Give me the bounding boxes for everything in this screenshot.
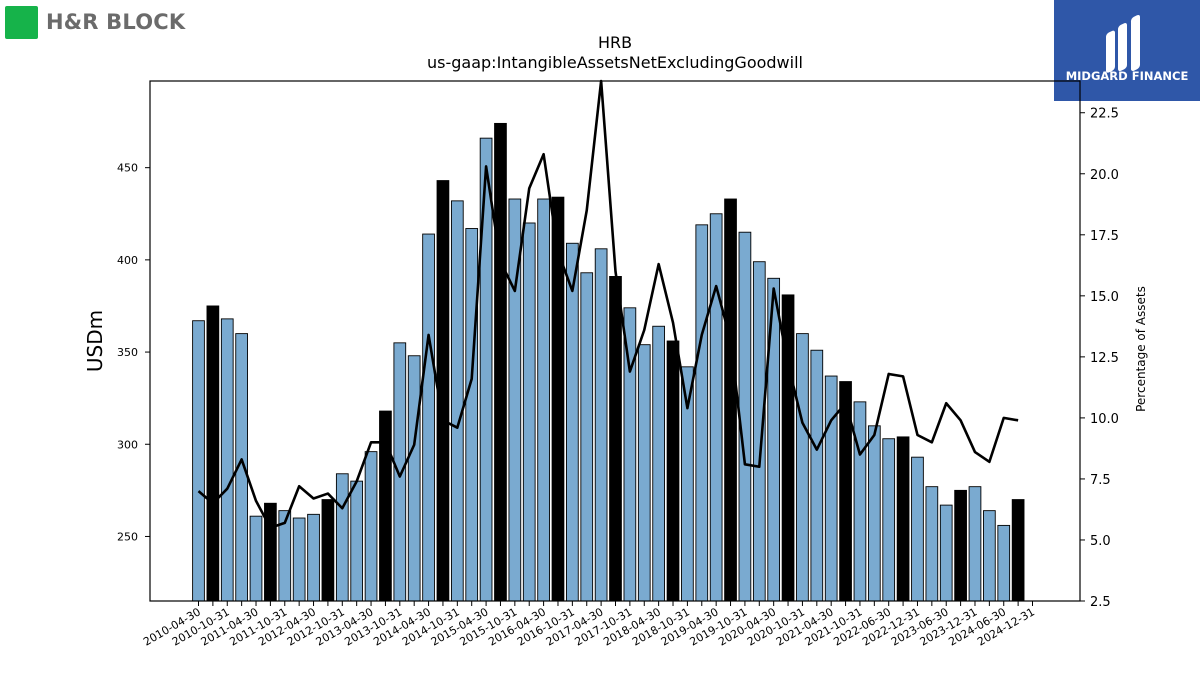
bar-2013-10-31 — [393, 342, 407, 602]
bar-2017-07-31 — [609, 276, 622, 602]
y-tick-label-400: 400 — [117, 254, 138, 267]
chart-title: HRB — [597, 33, 633, 52]
bar-2024-09-30 — [1011, 499, 1025, 602]
bar-2015-01-31 — [465, 228, 479, 602]
bar-2017-04-30 — [594, 248, 608, 602]
bar-2013-04-30 — [364, 451, 378, 602]
bar-2024-06-30 — [997, 524, 1011, 602]
bar-2024-03-31 — [983, 510, 996, 602]
bar-2011-04-30 — [249, 515, 263, 602]
midgard-logo-icon — [1106, 14, 1140, 73]
bar-2019-01-31 — [695, 224, 709, 602]
bar-2018-07-31 — [666, 340, 680, 602]
bar-2013-07-31 — [379, 410, 392, 602]
bar-2023-09-30 — [954, 489, 967, 602]
bar-2014-10-31 — [450, 200, 464, 602]
bar-2014-04-30 — [422, 233, 435, 602]
y2-tick-label-2.5: 2.5 — [1090, 595, 1111, 610]
y2-tick-label-12.5: 12.5 — [1090, 351, 1119, 366]
bar-2022-12-31 — [911, 456, 924, 602]
y2-axis-label: Percentage of Assets — [1134, 286, 1148, 412]
line-layer — [197, 79, 1019, 530]
bar-2017-01-31 — [580, 272, 594, 602]
y2-tick-label-17.5: 17.5 — [1090, 229, 1119, 244]
bar-2013-01-31 — [350, 480, 364, 602]
y2-tick-label-22.5: 22.5 — [1090, 107, 1119, 122]
bar-2015-07-31 — [494, 122, 507, 602]
bar-2022-03-31 — [867, 425, 881, 602]
bar-2016-04-30 — [537, 198, 550, 602]
percentage-of-assets-line — [197, 79, 1019, 530]
bar-2023-03-31 — [925, 486, 939, 602]
bar-2023-12-31 — [968, 486, 982, 602]
y2-tick-label-15: 15.0 — [1090, 290, 1119, 305]
bar-2016-10-31 — [566, 242, 579, 602]
y2-tick-label-20: 20.0 — [1090, 168, 1119, 183]
bar-2010-04-30 — [192, 320, 205, 602]
chart-subtitle: us-gaap:IntangibleAssetsNetExcludingGood… — [427, 53, 803, 72]
bar-2020-10-31 — [796, 333, 809, 602]
bar-2019-07-31 — [724, 198, 737, 602]
y2-tick-label-10: 10.0 — [1090, 412, 1119, 427]
hr-block-logo-text: H&R BLOCK — [46, 10, 186, 34]
y-tick-label-250: 250 — [117, 530, 138, 543]
y-axis-label: USDm — [83, 310, 107, 372]
bar-2022-06-30 — [882, 438, 896, 602]
y2-tick-label-5: 5.0 — [1090, 534, 1111, 549]
bar-2023-06-30 — [939, 504, 953, 602]
midgard-finance-logo: MIDGARD FINANCE — [1054, 0, 1200, 101]
bar-2019-10-31 — [738, 231, 752, 602]
bar-2018-01-31 — [637, 344, 651, 602]
hr-block-logo-mark — [5, 5, 38, 39]
bars-layer — [192, 122, 1025, 602]
y-tick-label-300: 300 — [117, 438, 138, 451]
midgard-finance-logo-text: MIDGARD FINANCE — [1065, 69, 1189, 83]
bar-2016-01-31 — [522, 222, 536, 602]
bar-2022-09-30 — [896, 436, 910, 602]
y-tick-label-350: 350 — [117, 346, 138, 359]
bar-2012-07-31 — [321, 499, 335, 602]
bar-2016-07-31 — [551, 196, 565, 602]
bar-2010-07-31 — [206, 305, 220, 602]
hr-block-logo: H&R BLOCK — [5, 5, 185, 39]
y-tick-label-450: 450 — [117, 162, 138, 175]
bar-2021-10-31 — [853, 401, 867, 602]
bar-2021-04-30 — [824, 375, 838, 602]
bar-2012-04-30 — [307, 513, 320, 602]
bar-2010-10-31 — [220, 318, 234, 602]
bar-2014-01-31 — [407, 355, 421, 602]
bar-2015-04-30 — [479, 137, 493, 602]
axes-layer — [145, 80, 1085, 606]
y2-tick-label-7.5: 7.5 — [1090, 473, 1111, 488]
bar-2012-10-31 — [335, 473, 349, 602]
bar-2018-04-30 — [652, 325, 665, 602]
bar-2021-01-31 — [810, 349, 824, 602]
bar-2019-04-30 — [709, 213, 723, 602]
bar-2012-01-31 — [292, 517, 306, 602]
